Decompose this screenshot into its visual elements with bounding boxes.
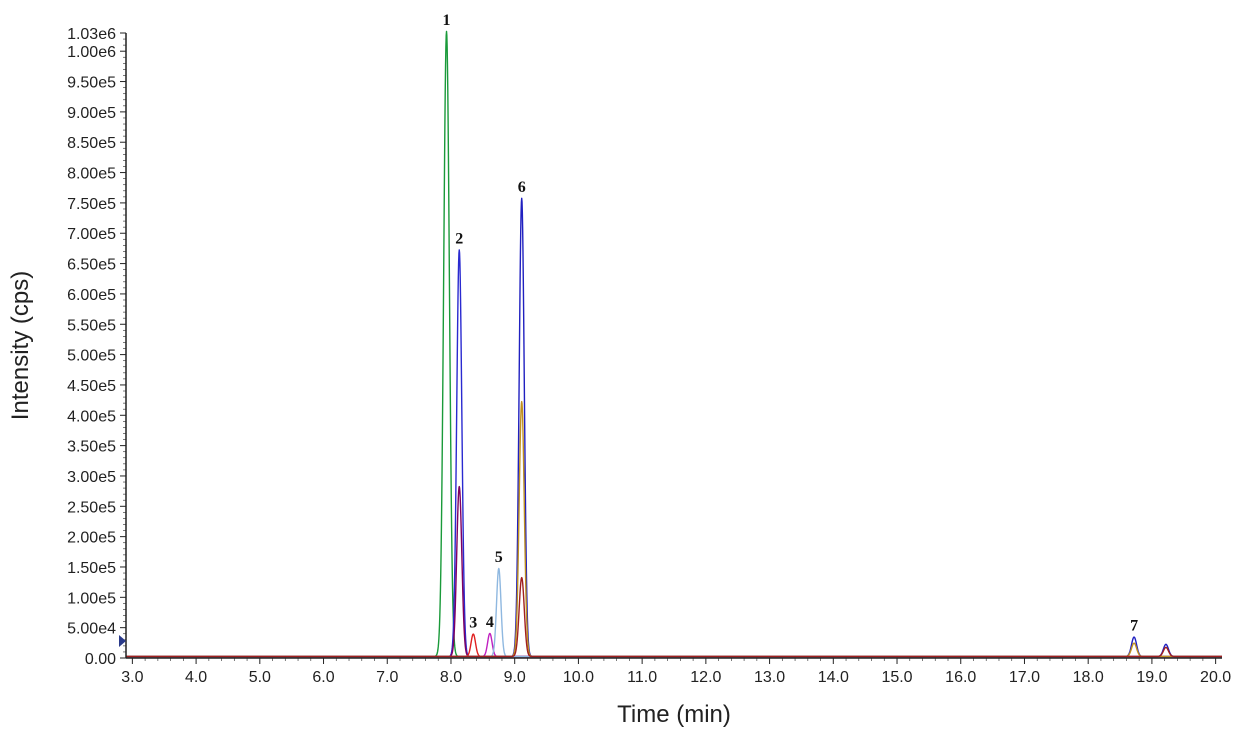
y-tick-label: 3.50e5	[67, 439, 116, 456]
trace-2	[125, 249, 1223, 658]
x-tick-label: 5.0	[249, 669, 271, 686]
x-tick-label: 3.0	[121, 669, 143, 686]
y-axis-title: Intensity (cps)	[7, 271, 34, 420]
trace-7	[125, 197, 1223, 658]
x-tick-label: 7.0	[376, 669, 398, 686]
x-tick-label: 19.0	[1136, 669, 1167, 686]
x-tick-label: 6.0	[312, 669, 334, 686]
y-tick-label: 7.50e5	[67, 196, 116, 213]
x-tick-label: 12.0	[690, 669, 721, 686]
y-tick-label: 1.00e6	[67, 44, 116, 61]
y-tick-label: 2.00e5	[67, 530, 116, 547]
y-tick-label: 9.00e5	[67, 105, 116, 122]
x-tick-label: 20.0	[1200, 669, 1231, 686]
x-tick-label: 4.0	[185, 669, 207, 686]
trace-5	[125, 632, 1223, 658]
y-axis-ticks: 0.00 5.00e4 1.00e5 1.50e5 2.00e5 2.50e5 3.00e5…	[67, 26, 126, 668]
y-tick-label: 2.50e5	[67, 499, 116, 516]
y-tick-label: 1.50e5	[67, 560, 116, 577]
y-tick-label: 5.00e5	[67, 348, 116, 365]
peak-label-6: 6	[518, 179, 526, 196]
y-tick-label: 7.00e5	[67, 226, 116, 243]
x-axis-ticks: 3.0 4.0 5.0 6.0 7.0 8.0 9.0 10.0 11.0 12.0 13.0 14.…	[121, 658, 1231, 686]
peak-labels: 1 2 3 4 5 6 7	[443, 12, 1139, 635]
trace-6	[125, 567, 1223, 658]
trace-1	[125, 30, 1223, 658]
x-tick-label: 11.0	[627, 669, 657, 686]
x-axis-title: Time (min)	[617, 701, 731, 728]
chromatogram-traces	[125, 30, 1223, 658]
y-tick-label: 6.50e5	[67, 257, 116, 274]
peak-label-2: 2	[455, 230, 463, 247]
trace-4	[125, 633, 1223, 658]
peak-label-4: 4	[486, 614, 494, 631]
y-axis-marker-icon	[119, 635, 126, 648]
x-tick-label: 13.0	[754, 669, 785, 686]
y-tick-label: 9.50e5	[67, 75, 116, 92]
y-tick-label: 8.50e5	[67, 135, 116, 152]
peak-label-7: 7	[1130, 618, 1138, 635]
x-tick-label: 17.0	[1009, 669, 1040, 686]
peak-label-1: 1	[443, 12, 451, 29]
y-tick-label: 8.00e5	[67, 166, 116, 183]
peak-label-5: 5	[495, 549, 503, 566]
x-tick-label: 16.0	[945, 669, 976, 686]
x-tick-label: 14.0	[818, 669, 849, 686]
y-tick-label: 4.50e5	[67, 378, 116, 395]
y-tick-label: 4.00e5	[67, 408, 116, 425]
x-tick-label: 9.0	[504, 669, 526, 686]
trace-9	[125, 576, 1223, 658]
y-tick-label: 6.00e5	[67, 287, 116, 304]
y-tick-label: 1.00e5	[67, 590, 116, 607]
peak-label-3: 3	[469, 615, 477, 632]
x-tick-label: 8.0	[440, 669, 462, 686]
y-tick-label: 5.50e5	[67, 317, 116, 334]
y-tick-label: 1.03e6	[67, 26, 116, 43]
y-tick-label: 5.00e4	[67, 621, 116, 638]
trace-3	[125, 485, 1223, 658]
x-tick-label: 10.0	[563, 669, 594, 686]
x-tick-label: 15.0	[881, 669, 912, 686]
y-tick-label: 3.00e5	[67, 469, 116, 486]
trace-8	[125, 400, 1223, 658]
y-tick-label: 0.00	[85, 651, 116, 668]
x-tick-label: 18.0	[1073, 669, 1104, 686]
